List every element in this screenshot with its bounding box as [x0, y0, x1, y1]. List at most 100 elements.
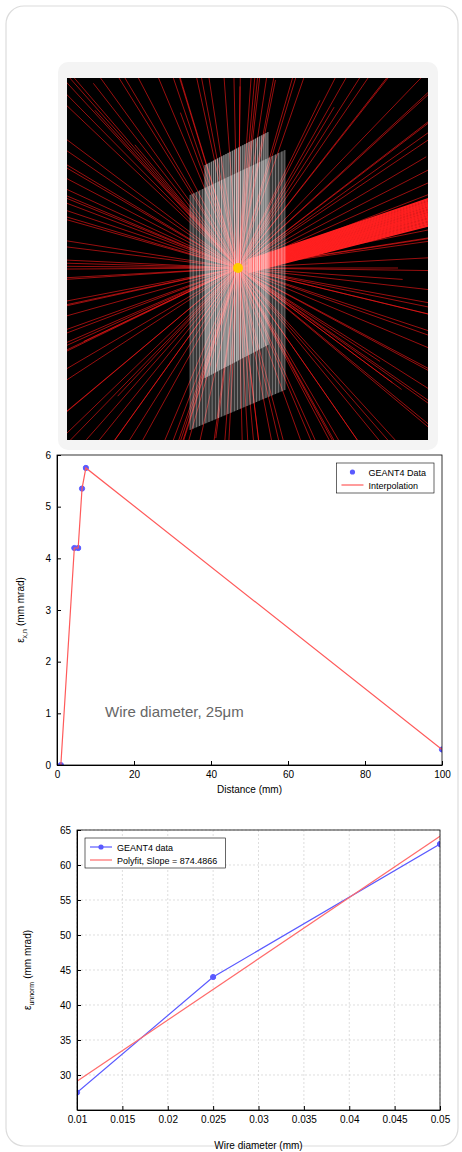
wire: [247, 168, 248, 406]
wire: [256, 164, 257, 403]
wire: [228, 177, 229, 414]
x-axis-title: Distance (mm): [217, 784, 282, 795]
wire: [193, 194, 194, 429]
x-tick-label: 0.03: [249, 1114, 269, 1125]
grid-line: [77, 935, 440, 936]
wire: [212, 185, 213, 421]
x-tick-mark: [213, 1106, 214, 1110]
y-tick-mark: [77, 1005, 81, 1006]
wire: [240, 171, 241, 409]
x-tick-mark: [168, 1106, 169, 1110]
wire: [272, 156, 273, 395]
y-tick-mark: [57, 662, 61, 663]
x-tick-label: 0.02: [159, 1114, 179, 1125]
page: 0204060801000123456Distance (mm)εx,n(mm …: [0, 0, 462, 1152]
chart: 0.010.0150.020.0250.030.0350.040.0450.05…: [22, 825, 451, 1151]
x-tick-label: 0.025: [201, 1114, 226, 1125]
y-axis: 0123456: [45, 450, 61, 771]
grid-line: [77, 1005, 440, 1006]
x-axis-line: [58, 765, 443, 766]
wire: [275, 155, 276, 395]
y-tick-label: 4: [45, 553, 51, 564]
y-title-subscript: x,n: [21, 629, 28, 638]
wire: [215, 183, 216, 419]
legend-marker: [98, 844, 103, 849]
grid-line: [77, 1040, 440, 1041]
legend: GEANT4 DataInterpolation: [336, 463, 434, 493]
x-tick-label: 0: [55, 769, 61, 780]
wire: [196, 192, 197, 427]
plane: [190, 150, 285, 430]
card: [6, 6, 458, 1146]
y-tick: 60: [60, 860, 81, 871]
wire: [224, 179, 225, 416]
x-tick-label: 40: [206, 769, 218, 780]
x-axis: 0 20 40 60 80 100: [55, 761, 452, 780]
wire: [237, 173, 238, 411]
x-tick-mark: [304, 1106, 305, 1110]
x-tick: 0.035: [292, 1106, 317, 1125]
x-tick-label: 60: [283, 769, 295, 780]
x-tick: 0.05: [431, 1106, 451, 1125]
x-tick-label: 0.01: [68, 1114, 88, 1125]
y-title-unit: (mm mrad): [15, 577, 26, 626]
y-title-unit: (mm mrad): [22, 930, 33, 979]
y-tick-label: 35: [60, 1035, 72, 1046]
legend-box: [85, 838, 225, 868]
y-axis-title: εx,n(mm mrad): [15, 577, 28, 643]
wire: [259, 162, 260, 401]
wire: [202, 189, 203, 425]
plot-background: [57, 455, 442, 765]
y-tick-label: 30: [60, 1070, 72, 1081]
y-tick-mark: [77, 865, 81, 866]
x-tick-mark: [365, 761, 366, 765]
y-tick: 30: [60, 1070, 81, 1081]
x-tick-mark: [442, 761, 443, 765]
x-tick-label: 100: [434, 769, 451, 780]
plot-background: [77, 830, 440, 1110]
x-tick-mark: [122, 1106, 123, 1110]
y-tick-label: 45: [60, 965, 72, 976]
y-tick-mark: [57, 713, 61, 714]
legend-swatch: [341, 484, 363, 485]
legend-box: [336, 463, 434, 493]
y-tick-mark: [77, 900, 81, 901]
x-tick-mark: [259, 1106, 260, 1110]
y-axis: 3035404550556065: [60, 825, 81, 1111]
wire-plane: [190, 150, 285, 430]
wire: [253, 165, 254, 403]
y-tick-label: 50: [60, 930, 72, 941]
y-tick: 5: [45, 501, 61, 512]
legend: GEANT4 dataPolyfit, Slope = 874.4866: [85, 838, 225, 868]
wire: [231, 176, 232, 413]
x-tick-label: 0.05: [431, 1114, 451, 1125]
y-tick: 55: [60, 895, 81, 906]
x-tick: 0.015: [110, 1106, 135, 1125]
grid-line: [77, 970, 440, 971]
x-tick-mark: [134, 761, 135, 765]
x-tick: 20: [129, 761, 141, 780]
legend-swatch: [90, 859, 112, 860]
y-tick: 3: [45, 605, 61, 616]
y-tick-label: 0: [45, 760, 51, 771]
y-axis-title: εunnorm(mm mrad): [22, 930, 35, 1010]
y-tick: 45: [60, 965, 81, 976]
wire: [278, 153, 279, 393]
y-tick-mark: [57, 765, 61, 766]
x-tick: 0.025: [201, 1106, 226, 1125]
y-tick-label: 5: [45, 501, 51, 512]
y-tick: 2: [45, 656, 61, 667]
plot-frame: [57, 455, 442, 765]
x-tick-mark: [440, 1106, 441, 1110]
y-tick: 0: [45, 760, 61, 771]
wire: [269, 158, 270, 397]
x-tick-label: 80: [360, 769, 372, 780]
data-point: [211, 974, 216, 979]
x-tick-label: 0.045: [383, 1114, 408, 1125]
x-tick-label: 0.035: [292, 1114, 317, 1125]
y-tick: 35: [60, 1035, 81, 1046]
y-tick-label: 1: [45, 708, 51, 719]
wire: [285, 150, 286, 390]
wire: [221, 180, 222, 417]
x-tick: 60: [283, 761, 295, 780]
